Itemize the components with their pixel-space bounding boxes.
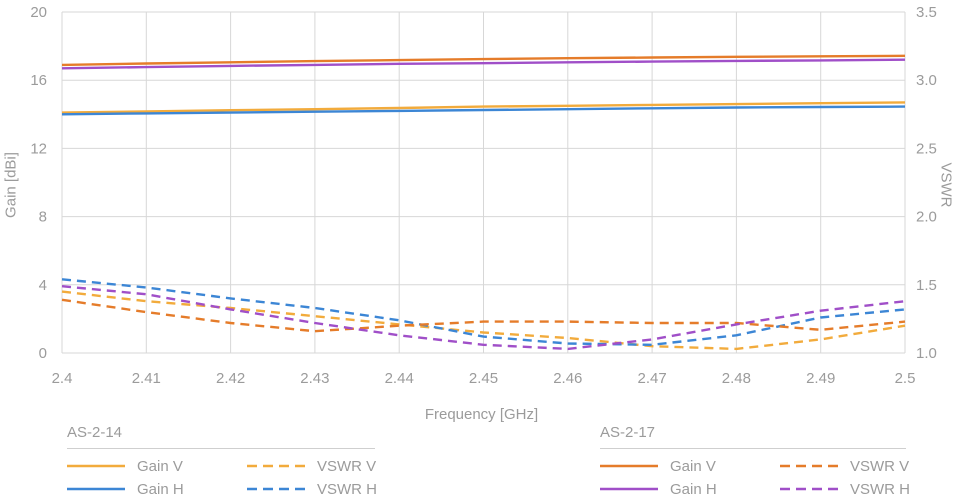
legend-entry-as-2-17-gain-h: Gain H <box>600 480 780 498</box>
vswr-tick-label: 2.5 <box>916 140 937 157</box>
frequency-tick-label: 2.4 <box>52 370 73 387</box>
legend: AS-2-14 Gain V VSWR V Gain H VSWR H AS-2-17… <box>0 424 963 504</box>
series-lines <box>61 54 906 351</box>
legend-entry-as-2-14-vswr-h: VSWR H <box>247 480 377 498</box>
vswr-tick-label: 3.0 <box>916 72 937 89</box>
chart-canvas: 0 4 8 12 16 20 1.0 1.5 2.0 2.5 3.0 3.5 2.4 2.41 2.42 2.… <box>30 4 937 387</box>
legend-group-title: AS-2-14 <box>67 424 123 441</box>
vswr-tick-label: 1.5 <box>916 277 937 294</box>
frequency-axis-title: Frequency [GHz] <box>424 406 539 423</box>
legend-entry-as-2-17-gain-v: Gain V <box>600 457 780 475</box>
gain-tick-label: 12 <box>30 140 47 157</box>
solid-line-swatch-icon <box>600 464 658 468</box>
legend-entries: Gain V VSWR V Gain H VSWR H <box>600 457 910 498</box>
dashed-line-swatch-icon <box>247 464 305 468</box>
gain-tick-label: 16 <box>30 72 47 89</box>
dashed-line-swatch-icon <box>780 487 838 491</box>
frequency-tick-label: 2.48 <box>722 370 751 387</box>
tick-labels: 0 4 8 12 16 20 1.0 1.5 2.0 2.5 3.0 3.5 2.4 2.41 2.42 2.… <box>30 4 937 387</box>
legend-entry-as-2-14-gain-v: Gain V <box>67 457 247 475</box>
legend-divider <box>67 448 375 449</box>
vswr-axis-title: VSWR <box>937 162 955 208</box>
vswr-tick-label: 1.0 <box>916 345 937 362</box>
legend-entry-as-2-17-vswr-h: VSWR H <box>780 480 910 498</box>
gain-tick-label: 20 <box>30 4 47 21</box>
frequency-tick-label: 2.44 <box>385 370 414 387</box>
legend-entry-label: VSWR V <box>850 457 910 475</box>
gain-tick-label: 4 <box>39 277 47 294</box>
series-as-2-14-gain-h <box>61 105 906 116</box>
series-as-2-14-vswr-h <box>61 278 906 347</box>
legend-entry-label: Gain H <box>137 480 184 498</box>
legend-entry-as-2-14-gain-h: Gain H <box>67 480 247 498</box>
legend-entry-label: VSWR H <box>850 480 910 498</box>
series-as-2-17-vswr-h <box>61 285 906 351</box>
frequency-tick-label: 2.45 <box>469 370 498 387</box>
gain-tick-label: 8 <box>39 209 47 226</box>
legend-entry-label: Gain H <box>670 480 717 498</box>
dashed-line-swatch-icon <box>780 464 838 468</box>
series-as-2-17-vswr-v <box>61 298 906 333</box>
gain-tick-label: 0 <box>39 345 47 362</box>
series-as-2-17-gain-v <box>61 54 906 67</box>
frequency-tick-label: 2.49 <box>806 370 835 387</box>
legend-entry-label: Gain V <box>670 457 716 475</box>
frequency-tick-label: 2.42 <box>216 370 245 387</box>
series-as-2-14-gain-v <box>61 101 906 114</box>
solid-line-swatch-icon <box>67 464 125 468</box>
dashed-line-swatch-icon <box>247 487 305 491</box>
gain-axis-title: Gain [dBi] <box>2 152 20 218</box>
solid-line-swatch-icon <box>67 487 125 491</box>
frequency-tick-label: 2.41 <box>132 370 161 387</box>
series-as-2-14-vswr-v <box>61 290 906 351</box>
vswr-tick-label: 2.0 <box>916 209 937 226</box>
legend-entry-as-2-17-vswr-v: VSWR V <box>780 457 910 475</box>
gridlines <box>61 11 906 354</box>
legend-divider <box>600 448 906 449</box>
frequency-tick-label: 2.47 <box>637 370 666 387</box>
solid-line-swatch-icon <box>600 487 658 491</box>
legend-group-as-2-14: AS-2-14 Gain V VSWR V Gain H VSWR H <box>67 424 377 498</box>
vswr-tick-label: 3.5 <box>916 4 937 21</box>
legend-entry-label: Gain V <box>137 457 183 475</box>
frequency-tick-label: 2.5 <box>895 370 916 387</box>
series-as-2-17-gain-h <box>61 58 906 70</box>
frequency-tick-label: 2.43 <box>300 370 329 387</box>
legend-entry-as-2-14-vswr-v: VSWR V <box>247 457 377 475</box>
legend-entries: Gain V VSWR V Gain H VSWR H <box>67 457 377 498</box>
legend-group-title: AS-2-17 <box>600 424 656 441</box>
legend-group-as-2-17: AS-2-17 Gain V VSWR V Gain H VSWR H <box>600 424 910 498</box>
legend-entry-label: VSWR H <box>317 480 377 498</box>
legend-entry-label: VSWR V <box>317 457 377 475</box>
frequency-tick-label: 2.46 <box>553 370 582 387</box>
